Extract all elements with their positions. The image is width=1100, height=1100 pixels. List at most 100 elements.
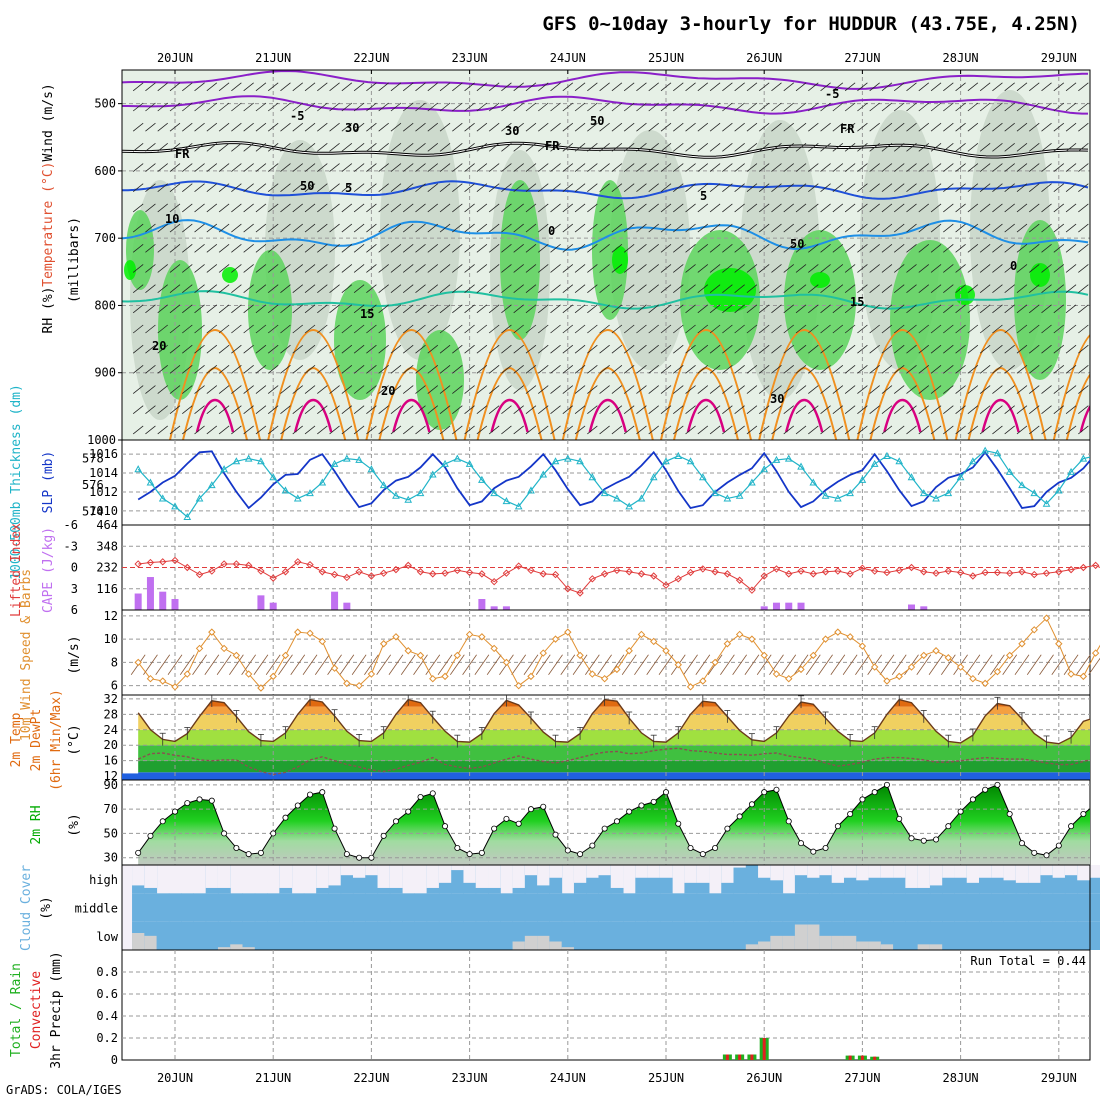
wind10-point: [1079, 672, 1088, 681]
rh2m-tick-label: 90: [104, 778, 118, 792]
cloud-high-top: [205, 865, 219, 888]
wind-barb: [918, 223, 930, 233]
thickness-point: [846, 489, 854, 497]
wind-barb: [881, 143, 893, 152]
wind-barb: [1078, 203, 1089, 213]
rh2m-point: [1018, 840, 1025, 847]
rh2m-point: [282, 814, 289, 821]
thickness-point: [220, 465, 228, 473]
wind-barb: [317, 304, 328, 314]
cloud-middle-bar: [414, 893, 428, 922]
wind-barb: [992, 203, 1003, 213]
cloud-middle-bar: [659, 893, 673, 922]
contour-30-arch: [490, 398, 529, 433]
wind-barb: [464, 163, 475, 172]
rh2m-line: [137, 784, 1090, 859]
wind-barb: [280, 82, 291, 92]
thickness-point: [932, 494, 940, 502]
wind-barb: [906, 223, 917, 233]
wind-barb: [648, 183, 659, 193]
cloud-low-base: [475, 921, 489, 950]
wind-barb: [808, 143, 819, 152]
wind-barb: [513, 344, 524, 354]
wind-barb: [611, 324, 623, 334]
wind-barb: [979, 102, 991, 112]
contour-30-arch: [392, 398, 431, 433]
wind-barb: [341, 344, 353, 354]
wind-barb: [157, 163, 168, 172]
wind-barb: [562, 82, 574, 92]
cloud-low-base: [1052, 921, 1066, 950]
cloud-high-top: [512, 865, 526, 888]
wind-barb: [599, 183, 610, 193]
rh2m-area: [138, 784, 1090, 865]
wind-barb: [1041, 365, 1052, 374]
contour-label: 50: [790, 237, 804, 251]
wind-barb: [599, 203, 610, 213]
wind-barb: [918, 425, 930, 435]
wind-barb: [366, 365, 377, 374]
wind-barb: [255, 264, 267, 273]
wind10-point: [674, 661, 682, 669]
wind-barb: [979, 143, 991, 152]
cloud-low-base: [659, 921, 673, 950]
rh2m-point: [196, 796, 203, 803]
wind-barb: [390, 223, 402, 233]
wind-barb: [145, 102, 156, 112]
lifted-index-point: [134, 560, 142, 568]
thickness-point: [539, 470, 548, 478]
cloud-middle-bar: [267, 893, 280, 922]
temp-band: [138, 699, 1090, 707]
rh2m-point: [748, 801, 755, 808]
wind-barb: [538, 304, 549, 314]
cloud-low-base: [610, 921, 624, 950]
lifted-index-point: [662, 581, 670, 589]
cloud-middle-bar: [426, 893, 440, 922]
wind-barb: [685, 163, 696, 172]
wind-barb: [464, 365, 475, 374]
wind-barb: [930, 183, 942, 193]
wind-barb: [979, 324, 991, 334]
thickness-point: [1079, 454, 1088, 462]
wind10-point: [551, 635, 560, 643]
wind-barb: [182, 243, 193, 253]
wind-barb: [145, 425, 156, 435]
wind-barb: [746, 365, 758, 374]
wind-barb: [955, 203, 966, 213]
wind-barb: [366, 163, 377, 172]
wind-barb: [317, 163, 328, 172]
rh-zone: [1030, 263, 1050, 287]
wind-barb: [255, 223, 267, 233]
wind-barb: [182, 264, 193, 273]
wind10-barb: [658, 654, 674, 675]
wind-barb: [378, 264, 389, 273]
wind-barb: [132, 365, 144, 374]
wind-barb: [206, 284, 218, 293]
wind10-point: [1042, 614, 1051, 622]
wind-barb: [402, 102, 414, 112]
contour-20-arch: [954, 328, 1047, 440]
wind-barb: [648, 324, 659, 334]
wind-barb: [1004, 243, 1015, 253]
thickness-point: [944, 489, 953, 497]
wind-barb: [685, 223, 696, 233]
wind-barb: [1053, 344, 1065, 354]
wind10-point: [883, 677, 891, 685]
wind-barb: [378, 163, 389, 172]
wind-barb: [488, 223, 500, 233]
wind-barb: [1029, 102, 1040, 112]
wind-barb: [758, 304, 770, 314]
lifted-index-point: [244, 561, 253, 570]
wind-barb: [857, 344, 868, 354]
wind-barb: [390, 183, 402, 193]
wind-barb: [660, 102, 672, 112]
rh2m-point: [392, 818, 399, 825]
thickness-point: [895, 457, 904, 465]
wind10-point: [244, 670, 253, 678]
wind-barb: [611, 385, 623, 394]
wind-barb: [1065, 365, 1077, 374]
wind-barb: [820, 143, 831, 152]
wind-barb: [1078, 122, 1089, 132]
wind-barb: [857, 284, 868, 293]
